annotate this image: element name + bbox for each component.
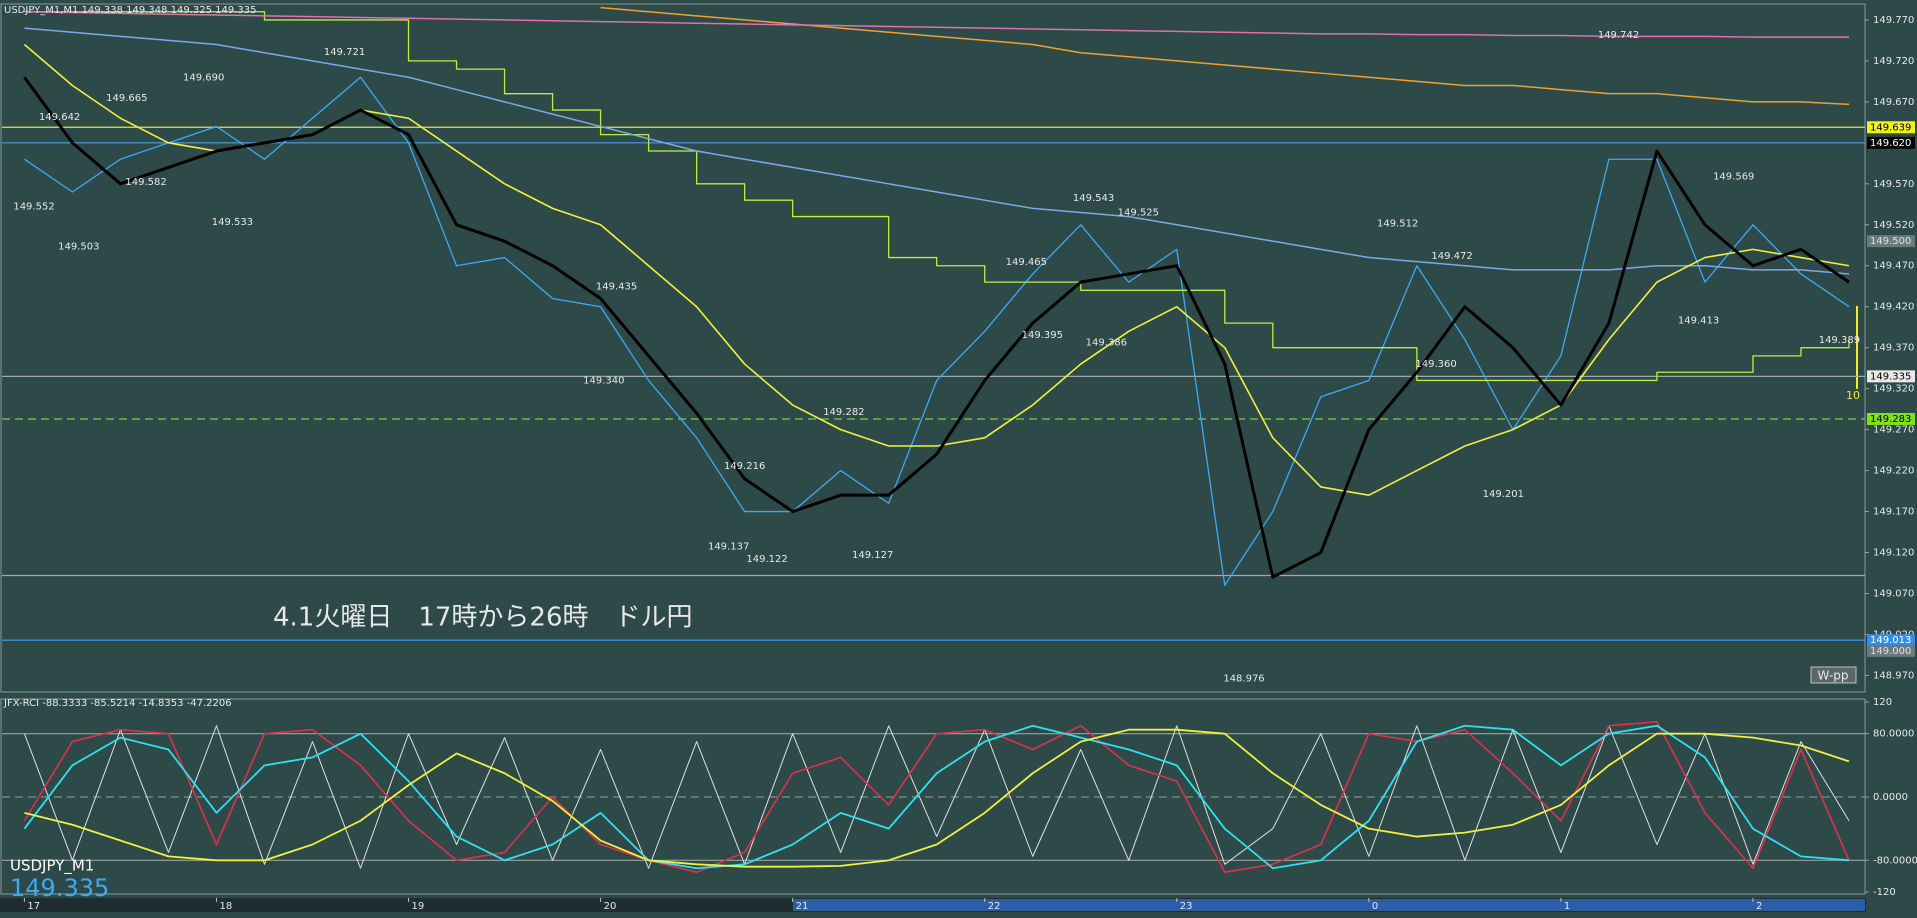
x-tick-label: 2 — [1756, 901, 1762, 912]
y-tick-label: 149.470 — [1873, 261, 1914, 272]
price-tag — [1867, 235, 1915, 248]
price-tag-label: 149.000 — [1870, 646, 1911, 657]
price-tag — [1867, 412, 1915, 425]
x-tick-label: 20 — [604, 901, 617, 912]
last-price: 149.335 — [10, 874, 109, 902]
y-tick-label: 149.570 — [1873, 179, 1914, 190]
swing-label: 149.665 — [106, 93, 147, 104]
swing-label: 149.340 — [583, 375, 624, 386]
x-tick-label: 18 — [219, 901, 232, 912]
swing-label: 149.742 — [1598, 30, 1639, 41]
y-tick-label: 149.120 — [1873, 548, 1914, 559]
time-strip-highlight — [793, 899, 1865, 911]
badge: W-pp — [1818, 669, 1849, 683]
swing-label: 149.533 — [212, 217, 253, 228]
x-tick-label: 1 — [1564, 901, 1570, 912]
series-line — [24, 11, 1850, 382]
swing-label: 148.976 — [1223, 674, 1264, 685]
price-tag — [1867, 121, 1915, 134]
badge-box — [1810, 666, 1857, 684]
x-tick-label: 22 — [988, 901, 1001, 912]
y-tick-label: 120 — [1873, 697, 1892, 708]
price-tag — [1867, 136, 1915, 149]
y-tick-label: 149.220 — [1873, 466, 1914, 477]
y-tick-label: -80.0000 — [1873, 855, 1917, 866]
price-tag — [1867, 644, 1915, 657]
y-tick-label: 149.170 — [1873, 507, 1914, 518]
price-title: USDJPY_M1,M1 149.338 149.348 149.325 149… — [4, 5, 257, 16]
swing-label: 149.216 — [724, 461, 765, 472]
x-tick-label: 0 — [1372, 901, 1378, 912]
y-tick-label: 0.0000 — [1873, 792, 1908, 803]
swing-label: 149.386 — [1086, 338, 1127, 349]
series-line — [23, 720, 1850, 874]
y-tick-label: -120 — [1873, 887, 1896, 898]
series-line — [24, 10, 1849, 38]
y-tick-label: 149.420 — [1873, 302, 1914, 313]
swing-label: 149.282 — [823, 407, 864, 418]
annotation: 4.1火曜日 17時から26時 ドル円 — [273, 603, 693, 633]
swing-label: 149.503 — [58, 242, 99, 253]
series-line — [24, 27, 1850, 275]
y-tick-label: 148.970 — [1873, 670, 1914, 681]
swing-label: 149.389 — [1819, 335, 1860, 346]
rci-title: JFX-RCI -88.3333 -85.5214 -14.8353 -47.2… — [3, 698, 232, 709]
swing-label: 149.721 — [324, 47, 365, 58]
swing-label: 149.690 — [183, 72, 224, 83]
swing-label: 149.582 — [125, 177, 166, 188]
swing-label: 149.525 — [1118, 208, 1159, 219]
x-tick-label: 23 — [1180, 901, 1193, 912]
y-tick-label: 149.270 — [1873, 425, 1914, 436]
price-tag-label: 149.283 — [1870, 414, 1911, 425]
price-tag — [1867, 370, 1915, 383]
price-tag-label: 149.620 — [1870, 138, 1911, 149]
swing-label: 149.395 — [1022, 330, 1063, 341]
price-tag-label: 149.013 — [1870, 635, 1911, 646]
series-line — [24, 728, 1850, 868]
swing-label: 149.201 — [1483, 489, 1524, 500]
swing-label: 149.512 — [1377, 218, 1418, 229]
price-tag-label: 149.335 — [1870, 371, 1911, 382]
swing-label: 149.465 — [1006, 257, 1047, 268]
price-tag-label: 149.500 — [1870, 236, 1911, 247]
price-tag — [1867, 634, 1915, 647]
plot-layer: 149.770 149.720 149.670 149.570 149.520 149.4… — [2, 6, 1917, 912]
swing-label: 149.435 — [596, 281, 637, 292]
swing-label: 149.472 — [1431, 251, 1472, 262]
swing-label: 149.552 — [13, 202, 54, 213]
swing-label: 149.413 — [1678, 315, 1719, 326]
swing-label: 149.642 — [39, 112, 80, 123]
y-tick-label: 149.070 — [1873, 588, 1914, 599]
swing-label: 149.543 — [1073, 193, 1114, 204]
x-tick-label: 21 — [796, 901, 809, 912]
y-tick-label: 149.720 — [1873, 56, 1914, 67]
swing-label: 149.122 — [746, 554, 787, 565]
marker-label: 10 — [1846, 389, 1860, 402]
symbol: USDJPY_M1 — [10, 857, 94, 876]
y-tick-label: 80.0000 — [1873, 729, 1914, 740]
swing-label: 149.127 — [852, 550, 893, 561]
y-tick-label: 149.670 — [1873, 97, 1914, 108]
price-tag-label: 149.639 — [1870, 122, 1911, 133]
y-tick-label: 149.520 — [1873, 220, 1914, 231]
x-tick-label: 17 — [27, 901, 40, 912]
swing-label: 149.360 — [1415, 359, 1456, 370]
x-tick-label: 19 — [412, 901, 425, 912]
y-tick-label: 149.320 — [1873, 384, 1914, 395]
series-line — [23, 724, 1850, 870]
y-tick-label: 149.770 — [1873, 15, 1914, 26]
y-tick-label: 149.370 — [1873, 343, 1914, 354]
series-line — [23, 76, 1850, 579]
swing-label: 149.569 — [1713, 172, 1754, 183]
swing-label: 149.137 — [708, 542, 749, 553]
